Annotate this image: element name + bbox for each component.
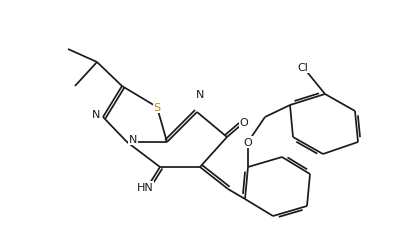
Text: N: N — [129, 134, 137, 144]
Text: N: N — [92, 109, 100, 119]
Text: Cl: Cl — [297, 63, 308, 73]
Text: S: S — [154, 103, 160, 113]
Text: N: N — [196, 90, 204, 100]
Text: O: O — [240, 118, 248, 127]
Text: O: O — [244, 137, 252, 147]
Text: HN: HN — [137, 182, 154, 192]
